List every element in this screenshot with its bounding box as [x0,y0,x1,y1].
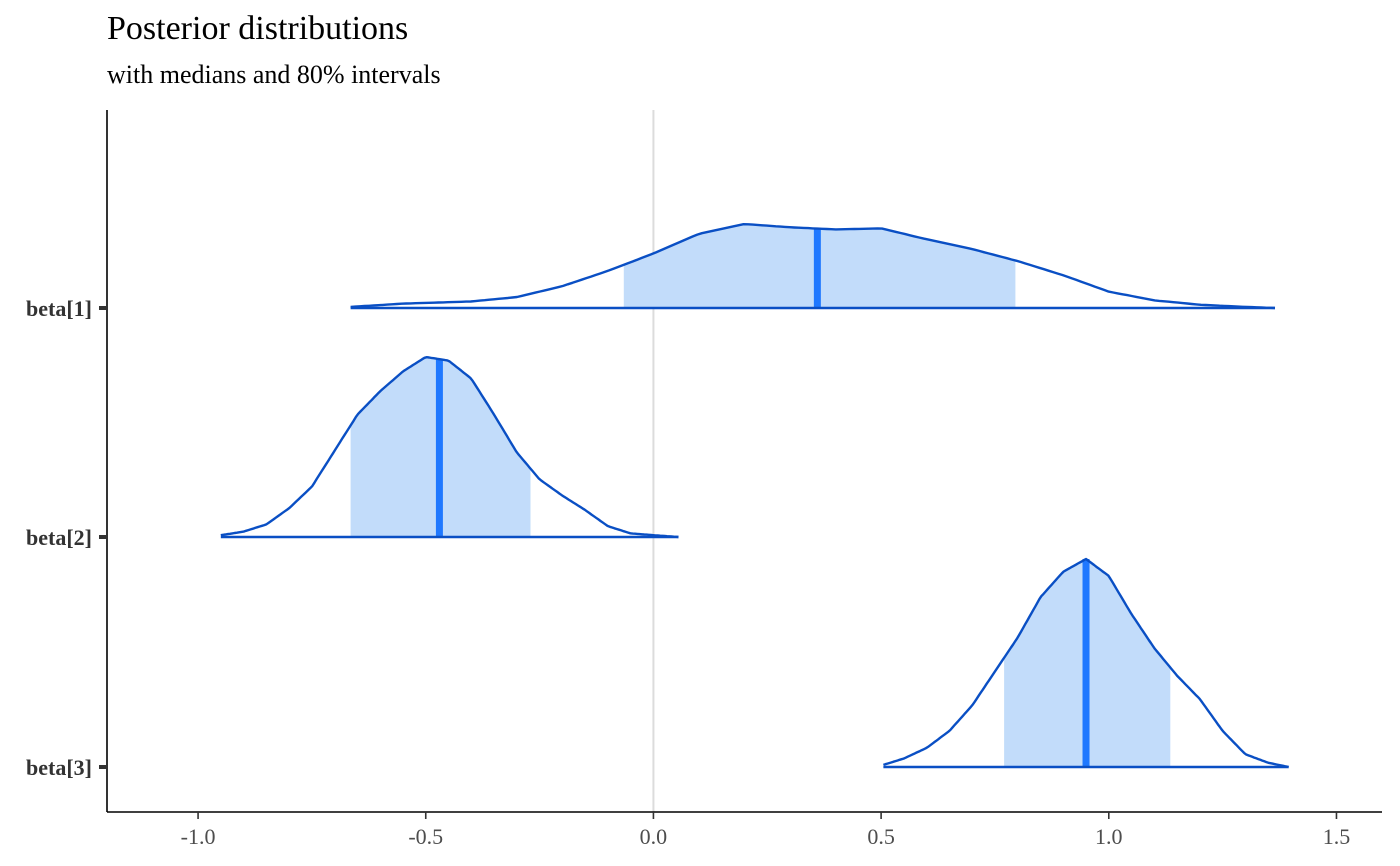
density-outline [220,356,679,539]
x-tick-label: 0.5 [867,824,895,849]
y-tick-label: beta[2] [26,525,92,550]
y-tick-label: beta[3] [26,755,92,780]
x-tick-label: 1.0 [1095,824,1123,849]
x-tick-label: 0.0 [640,824,668,849]
ridge-beta-2 [220,356,679,539]
chart-title: Posterior distributions [107,10,409,47]
x-tick-label: -0.5 [408,824,443,849]
x-tick-label: -1.0 [181,824,216,849]
x-tick-label: 1.5 [1323,824,1351,849]
y-tick-label: beta[1] [26,296,92,321]
density-outline [883,557,1289,769]
density-outline [350,223,1276,310]
ridge-beta-3 [883,557,1289,769]
chart-subtitle: with medians and 80% intervals [107,60,441,89]
ridge-beta-1 [350,223,1276,310]
